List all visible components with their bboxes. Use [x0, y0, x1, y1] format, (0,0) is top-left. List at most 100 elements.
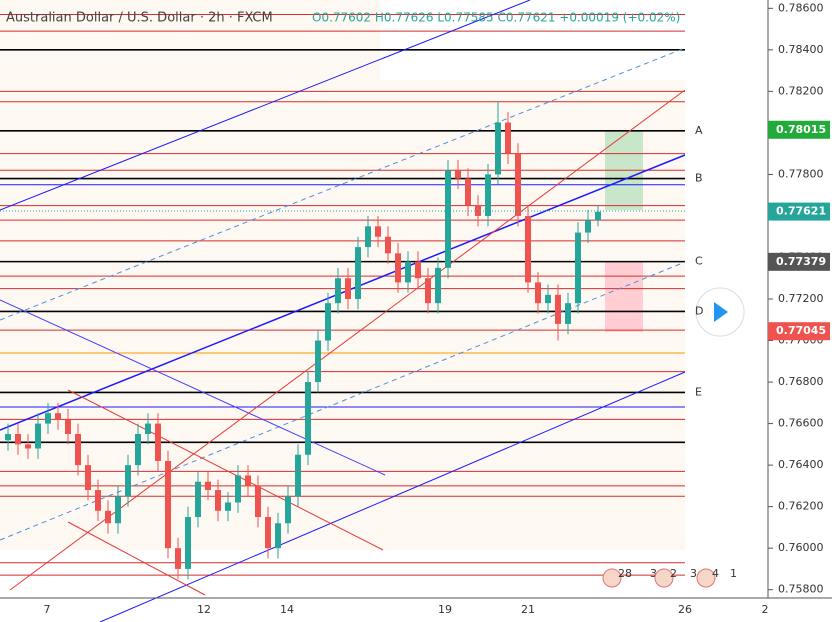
level-label: C	[695, 255, 703, 268]
x-tick-label: 19	[438, 603, 452, 616]
x-tick-label: 26	[678, 603, 692, 616]
price-tag-label: 0.77379	[776, 255, 826, 268]
candle-body	[455, 170, 461, 179]
candle-body	[205, 481, 211, 491]
symbol-title: Australian Dollar / U.S. Dollar · 2h · F…	[6, 11, 273, 26]
candle-body	[305, 382, 311, 455]
candle-body	[195, 481, 201, 518]
trend-line	[67, 521, 206, 596]
candle-body	[155, 423, 161, 461]
candle-body	[465, 178, 471, 206]
price-tag	[768, 202, 830, 221]
candle-body	[315, 340, 321, 383]
candle-body	[435, 267, 441, 304]
candle-body	[515, 153, 521, 216]
y-tick-label: 0.78200	[778, 84, 824, 97]
level-label: A	[695, 124, 703, 137]
event-badge	[602, 568, 622, 588]
candle-body	[185, 517, 191, 569]
candle-body	[355, 247, 361, 299]
candle-body	[555, 294, 561, 324]
trend-line	[9, 89, 686, 591]
event-badge	[696, 568, 716, 588]
x-tick-label: 2	[762, 603, 769, 616]
candle-body	[225, 502, 231, 511]
candle-body	[15, 433, 21, 445]
candle-body	[255, 485, 261, 518]
candle-body	[285, 496, 291, 524]
trend-line	[0, 47, 686, 321]
candle-body	[85, 465, 91, 491]
candle-body	[125, 465, 131, 497]
candle-body	[235, 475, 241, 503]
price-tag-label: 0.78015	[776, 123, 826, 136]
y-tick-label: 0.77800	[778, 167, 824, 180]
y-tick-label: 0.78400	[778, 43, 824, 56]
candle-body	[335, 278, 341, 304]
candle-body	[595, 211, 601, 221]
price-tag	[768, 322, 830, 341]
candle-body	[425, 278, 431, 304]
candle-body	[535, 282, 541, 304]
candle-body	[95, 490, 101, 511]
x-tick-label: 7	[44, 603, 51, 616]
level-label: D	[695, 304, 703, 317]
y-tick-label: 0.76600	[778, 417, 824, 430]
play-button[interactable]	[695, 287, 745, 337]
candle-body	[5, 433, 11, 441]
event-count: 2	[670, 567, 677, 580]
candle-body	[175, 548, 181, 569]
candle-body	[405, 261, 411, 283]
candle-body	[485, 174, 491, 216]
level-label: B	[695, 172, 703, 185]
event-count: 1	[730, 567, 737, 580]
candle-body	[475, 205, 481, 216]
candle-body	[115, 496, 121, 524]
candle-body	[55, 413, 61, 420]
candle-body	[505, 122, 511, 154]
event-count: 4	[712, 567, 719, 580]
candle-body	[35, 423, 41, 449]
candle-body	[375, 226, 381, 237]
price-tag	[768, 252, 830, 271]
candle-body	[135, 433, 141, 466]
candle-body	[245, 475, 251, 486]
trend-line	[99, 371, 686, 622]
level-label: E	[695, 385, 702, 398]
candle-body	[575, 232, 581, 304]
candle-body	[565, 303, 571, 324]
event-count: 3	[690, 567, 697, 580]
play-icon[interactable]	[714, 302, 728, 322]
event-badge	[654, 568, 674, 588]
candle-body	[265, 517, 271, 549]
x-tick-label: 21	[521, 603, 535, 616]
candle-body	[385, 236, 391, 254]
candle-body	[365, 226, 371, 248]
candle-body	[585, 220, 591, 233]
event-count: 28	[618, 567, 632, 580]
price-tag-label: 0.77045	[776, 324, 826, 337]
x-tick-label: 12	[197, 603, 211, 616]
trend-line	[0, 0, 531, 211]
candle-body	[395, 253, 401, 283]
trend-lines	[0, 0, 686, 622]
y-tick-label: 0.76200	[778, 500, 824, 513]
candle-body	[445, 170, 451, 268]
candle-body	[105, 510, 111, 524]
y-tick-label: 0.76000	[778, 541, 824, 554]
y-tick-label: 0.76800	[778, 375, 824, 388]
candle-body	[325, 303, 331, 341]
event-count: 3	[650, 567, 657, 580]
stop-zone	[605, 262, 643, 332]
trend-line	[0, 154, 686, 431]
trend-line	[67, 389, 384, 551]
ohlc-readout: O0.77602 H0.77626 L0.77585 C0.77621 +0.0…	[312, 11, 680, 25]
candle-body	[345, 278, 351, 299]
candle-body	[545, 294, 551, 304]
trend-line	[0, 299, 386, 476]
candle-body	[525, 215, 531, 283]
candle-body	[75, 433, 81, 466]
y-tick-label: 0.76400	[778, 458, 824, 471]
candle-body	[495, 122, 501, 175]
